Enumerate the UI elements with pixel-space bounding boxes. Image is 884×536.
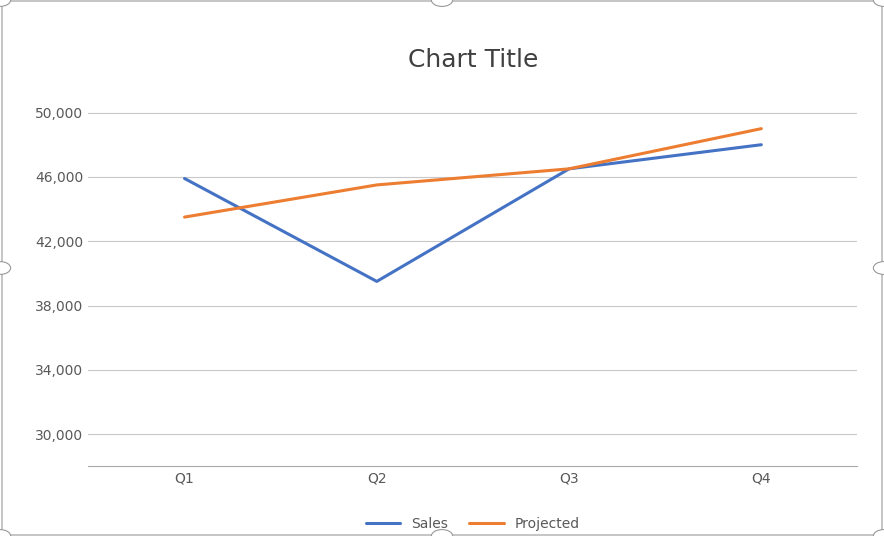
Legend: Sales, Projected: Sales, Projected: [360, 512, 586, 536]
Sales: [179, 175, 190, 182]
Title: Chart Title: Chart Title: [408, 48, 538, 71]
Projected: [179, 214, 190, 220]
Sales: [564, 166, 575, 172]
Projected: [756, 125, 766, 132]
Line: Projected: Projected: [185, 129, 761, 217]
Projected: [371, 182, 382, 188]
Line: Sales: Sales: [185, 145, 761, 281]
Sales: [371, 278, 382, 285]
Projected: [564, 166, 575, 172]
Sales: [756, 142, 766, 148]
